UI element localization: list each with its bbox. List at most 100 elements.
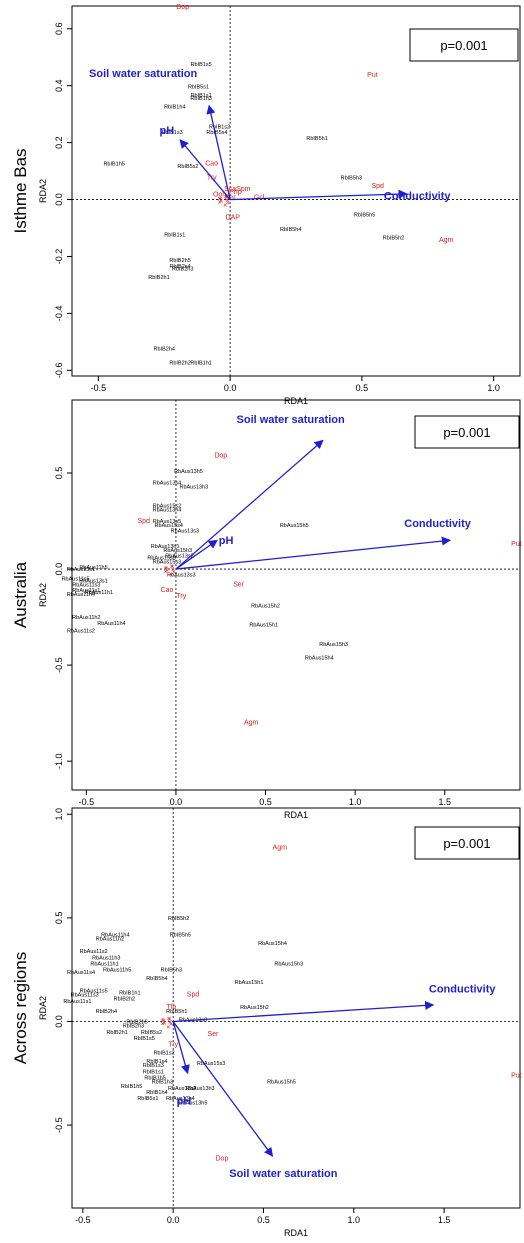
species-label: DAP bbox=[226, 214, 241, 221]
vector-arrow bbox=[173, 1000, 435, 1023]
site-label: RbIB2s4 bbox=[169, 264, 190, 270]
x-tick-label: -0.5 bbox=[75, 1215, 91, 1225]
site-label: RbAus15s5 bbox=[147, 555, 175, 561]
species-marker: × bbox=[170, 564, 174, 571]
site-label: RbIB5h1 bbox=[306, 136, 327, 142]
plot-frame bbox=[71, 399, 521, 791]
site-label: RbAus15h2 bbox=[251, 603, 280, 609]
site-label: RbAus15h1 bbox=[235, 980, 264, 986]
p-value-text: p=0.001 bbox=[443, 425, 490, 440]
species-marker: × bbox=[218, 199, 222, 206]
species-marker: × bbox=[169, 1022, 173, 1029]
site-label: RbAus11s3 bbox=[72, 582, 100, 588]
site-label: RbIB1s2 bbox=[209, 124, 230, 130]
site-label: RbIB1h5 bbox=[144, 1076, 165, 1082]
vector-label: Soil water saturation bbox=[229, 1168, 337, 1180]
site-label: RbIB1h5 bbox=[121, 1084, 142, 1090]
site-label: RbAus15h3 bbox=[274, 962, 303, 968]
p-value-text: p=0.001 bbox=[440, 38, 487, 53]
y-tick-label: -0.5 bbox=[54, 1117, 64, 1133]
site-label: RbIB5h5 bbox=[170, 932, 191, 938]
panel-isthme-bas: -0.5 0.0 0.5 1.0 -0.6 -0.4 -0.2 0.0 0.2 0.4 0.6 RDA… bbox=[11, 4, 521, 406]
site-label: RbAus15h4 bbox=[305, 655, 334, 661]
species-marker: × bbox=[224, 194, 228, 201]
site-label: RbAus11s3 bbox=[71, 993, 99, 999]
x-tick-label: -0.5 bbox=[79, 797, 95, 807]
species-marker: × bbox=[163, 569, 167, 576]
species-marker: × bbox=[217, 196, 221, 203]
y-axis-label: RDA2 bbox=[38, 179, 48, 203]
y-tick-label: 1.0 bbox=[54, 808, 64, 821]
species-label: Put bbox=[511, 541, 522, 548]
p-value-box bbox=[414, 826, 520, 860]
species-label: Agm bbox=[439, 237, 454, 244]
species-marker: × bbox=[163, 565, 167, 572]
site-label: RbAus13s1 bbox=[67, 567, 95, 573]
species-label: Sca bbox=[224, 186, 236, 193]
site-label: RbAus13s1 bbox=[79, 579, 107, 585]
site-label: RbAus11s4 bbox=[67, 970, 95, 976]
site-label: RbAus11s5 bbox=[62, 577, 90, 583]
y-tick-label: 0.0 bbox=[54, 1015, 64, 1028]
site-label: RbAus13h5 bbox=[179, 1100, 208, 1106]
x-tick-label: 1.0 bbox=[487, 383, 500, 393]
site-label: RbAus13s3 bbox=[167, 573, 195, 579]
y-tick-label: -0.4 bbox=[54, 306, 64, 322]
species-marker: × bbox=[162, 1018, 166, 1025]
site-label: RbAus15s4 bbox=[155, 523, 183, 529]
site-label: RbIB2h2 bbox=[114, 997, 135, 1003]
site-label: RbAus15s3 bbox=[153, 559, 181, 565]
panel-across-regions: -0.5 0.0 0.5 1.0 1.5 -0.5 0.0 0.5 1.0 RDA1 RDA2 Acr… bbox=[11, 807, 522, 1238]
vector-arrow bbox=[172, 1021, 274, 1157]
y-tick-label: 0.0 bbox=[54, 193, 64, 206]
species-label: Try bbox=[168, 1041, 178, 1048]
vector-arrow bbox=[175, 539, 218, 570]
site-label: RbIB2h3 bbox=[172, 267, 193, 273]
site-label: RbAus15h5 bbox=[267, 1080, 296, 1086]
x-axis-label: RDA1 bbox=[284, 1228, 308, 1238]
x-axis-label: RDA1 bbox=[284, 810, 308, 820]
y-tick-label: -1.0 bbox=[54, 753, 64, 769]
site-label: RbAus11h3 bbox=[92, 955, 120, 961]
species-label: Try bbox=[176, 593, 186, 600]
site-label: RbAus11s5 bbox=[80, 988, 108, 994]
site-label: RbIB1h3 bbox=[190, 96, 211, 102]
vector-label: Conductivity bbox=[404, 518, 471, 530]
y-tick-label: 0.6 bbox=[54, 23, 64, 36]
site-label: RbIB1h4 bbox=[164, 104, 185, 110]
species-label: Tlb bbox=[166, 1004, 176, 1011]
y-tick-label: -0.2 bbox=[54, 249, 64, 265]
x-tick-label: 0.0 bbox=[224, 383, 237, 393]
site-label: RbIB2h5 bbox=[126, 1020, 147, 1026]
species-label: Spd bbox=[371, 183, 384, 190]
vector-label: pH bbox=[177, 1095, 192, 1107]
p-value-box bbox=[409, 28, 519, 62]
site-label: RbAus11s2 bbox=[67, 628, 95, 634]
site-label: RbAus15h2 bbox=[240, 1005, 269, 1011]
vector-arrow bbox=[230, 189, 408, 201]
site-label: RbIB1s2 bbox=[154, 1051, 175, 1057]
x-tick-label: -0.5 bbox=[91, 383, 107, 393]
site-label: RbIB5h1 bbox=[166, 1009, 187, 1015]
species-label: Ser bbox=[207, 1031, 219, 1038]
site-label: RbAus13h4 bbox=[166, 1096, 195, 1102]
x-tick-label: 1.0 bbox=[349, 797, 362, 807]
site-label: RbAus11h1 bbox=[85, 590, 113, 596]
y-tick-label: 0.2 bbox=[54, 136, 64, 149]
species-label: Dop bbox=[214, 453, 227, 460]
site-label: RbAus13s2 bbox=[165, 554, 193, 560]
site-label: RbIB1s1 bbox=[143, 1069, 164, 1075]
species-marker: × bbox=[226, 200, 230, 207]
site-label: RbAus11h5 bbox=[79, 565, 107, 571]
species-marker: × bbox=[171, 567, 175, 574]
species-label: Agm bbox=[244, 720, 259, 727]
site-label: RbIB2h1 bbox=[148, 275, 169, 281]
site-label: RbIB5h3 bbox=[161, 968, 182, 974]
p-value-box bbox=[414, 415, 520, 449]
species-marker: × bbox=[160, 1018, 164, 1025]
region-title: Australia bbox=[11, 561, 30, 628]
x-tick-label: 0.5 bbox=[257, 1215, 270, 1225]
species-marker: × bbox=[161, 1021, 165, 1028]
species-marker: × bbox=[164, 565, 168, 572]
site-label: RbAus11h4 bbox=[97, 621, 125, 627]
